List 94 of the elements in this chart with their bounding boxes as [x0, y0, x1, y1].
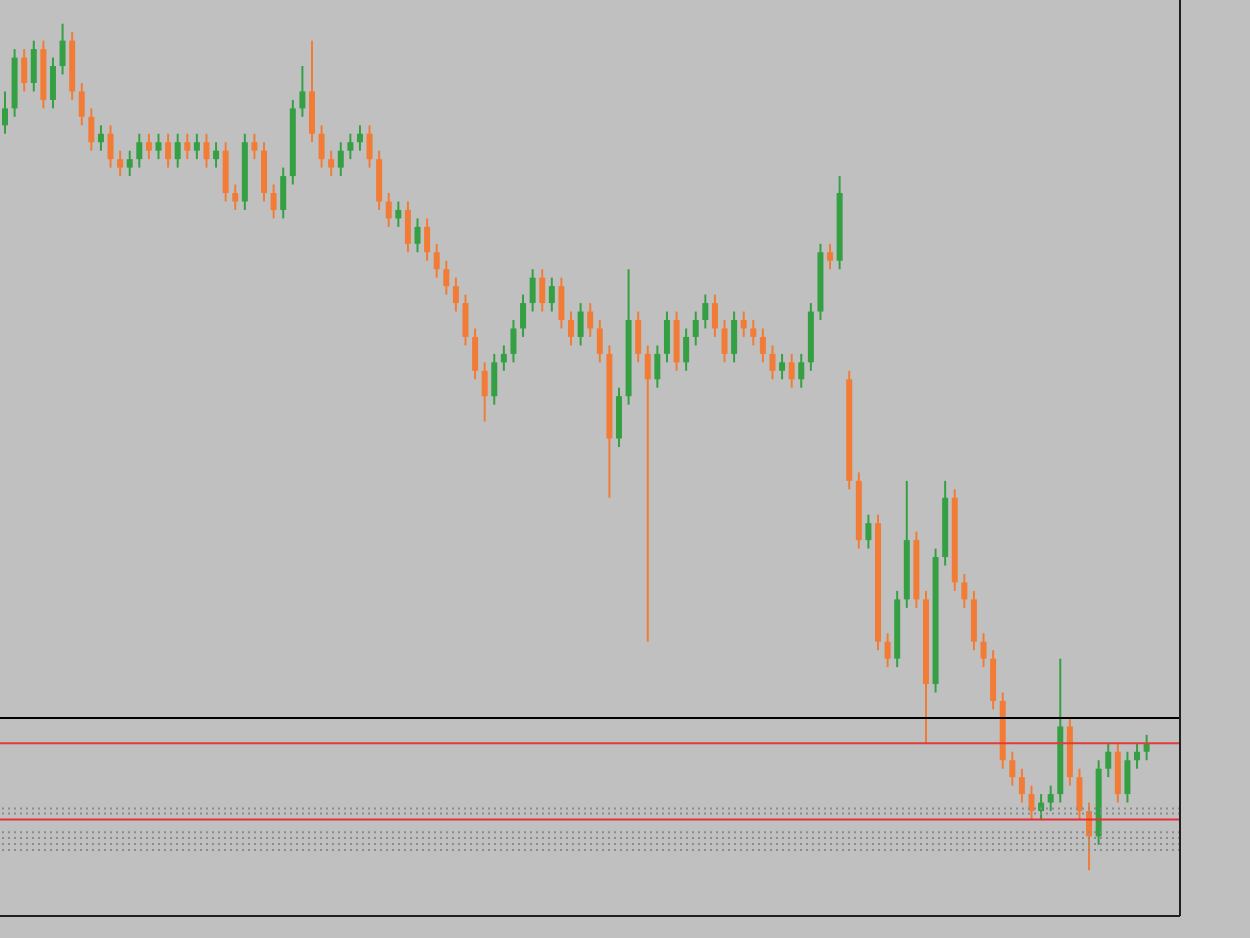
- candlestick: [347, 132, 354, 161]
- candlestick: [644, 344, 651, 643]
- candlestick: [424, 217, 431, 262]
- candlestick: [731, 310, 738, 364]
- candlestick: [548, 276, 555, 313]
- candlestick: [328, 149, 335, 178]
- candlestick: [596, 319, 603, 364]
- candlestick: [337, 141, 344, 178]
- candlestick: [49, 56, 56, 110]
- candlestick: [961, 572, 968, 609]
- candlestick: [740, 310, 747, 338]
- candlestick: [30, 39, 37, 93]
- candlestick: [213, 141, 220, 169]
- candlestick: [635, 310, 642, 364]
- candlestick: [155, 132, 162, 161]
- candlestick: [203, 132, 210, 169]
- candlestick: [97, 124, 104, 152]
- candlestick: [280, 166, 287, 220]
- candlestick: [500, 344, 507, 372]
- candlestick: [721, 319, 728, 364]
- candlestick: [798, 352, 805, 389]
- candlestick: [145, 132, 152, 161]
- candlestick: [414, 217, 421, 254]
- candlestick: [251, 132, 258, 161]
- candlestick: [510, 319, 517, 364]
- candlestick: [443, 259, 450, 296]
- candlestick: [1105, 742, 1112, 779]
- candlestick: [385, 192, 392, 228]
- candlestick: [78, 81, 85, 127]
- candlestick: [1134, 742, 1141, 770]
- candlestick: [539, 268, 546, 313]
- candlestick: [529, 268, 536, 313]
- candlestick: [404, 200, 411, 254]
- candlestick: [193, 132, 200, 161]
- candlestick: [308, 39, 315, 144]
- candlestick: [21, 48, 28, 93]
- candlestick: [558, 276, 565, 330]
- candlestick: [2, 90, 8, 135]
- candlestick: [1124, 750, 1131, 804]
- candlestick: [1028, 784, 1035, 821]
- candlestick: [481, 361, 488, 423]
- candlestick: [1047, 784, 1054, 813]
- candlestick: [318, 124, 325, 169]
- candlestick: [376, 149, 383, 211]
- candlestick: [702, 293, 709, 330]
- candlestick: [615, 386, 622, 448]
- candlestick: [827, 242, 834, 271]
- candlestick: [990, 649, 997, 711]
- candlestick: [117, 149, 124, 178]
- candlestick: [683, 327, 690, 372]
- candlestick: [759, 327, 766, 364]
- candlestick: [788, 352, 795, 389]
- candlestick: [462, 293, 469, 347]
- candlestick: [587, 302, 594, 338]
- candlestick: [395, 200, 402, 228]
- candlestick: [356, 124, 363, 152]
- candlestick: [472, 327, 479, 381]
- candlestick: [1018, 767, 1025, 804]
- candlestick: [491, 352, 498, 406]
- candlestick: [299, 65, 306, 118]
- candlestick: [577, 302, 584, 347]
- candlestick: [1143, 733, 1150, 762]
- candlestick: [232, 183, 239, 211]
- candlestick: [884, 632, 891, 669]
- candlestick: [433, 242, 440, 279]
- candlestick: [970, 589, 977, 652]
- candlestick: [769, 344, 776, 381]
- candlestick: [779, 352, 786, 381]
- candlestick: [568, 310, 575, 347]
- candlestick: [88, 107, 95, 152]
- candlestick: [1114, 742, 1121, 804]
- candlestick: [1009, 750, 1016, 787]
- candlestick: [520, 293, 527, 338]
- candlestick: [865, 513, 872, 550]
- candlestick: [174, 132, 181, 169]
- candlestick: [184, 132, 191, 161]
- candlestick: [750, 319, 757, 347]
- candlestick: [663, 310, 670, 364]
- candlestick: [222, 141, 229, 203]
- candlestick: [692, 310, 699, 347]
- candlestick: [126, 149, 133, 178]
- candlestick: [980, 632, 987, 669]
- candlestick: [452, 276, 459, 313]
- candlestick: [1076, 767, 1083, 821]
- candlestick: [270, 183, 277, 220]
- candlestick: [654, 344, 661, 389]
- candlestick: [261, 141, 268, 203]
- candlestick: [711, 293, 718, 338]
- candlestick: [59, 22, 66, 76]
- candlestick: [107, 124, 114, 169]
- candlestick: [673, 310, 680, 372]
- candlestick: [165, 132, 172, 169]
- candlestick: [366, 124, 373, 169]
- candlestick: [136, 132, 143, 169]
